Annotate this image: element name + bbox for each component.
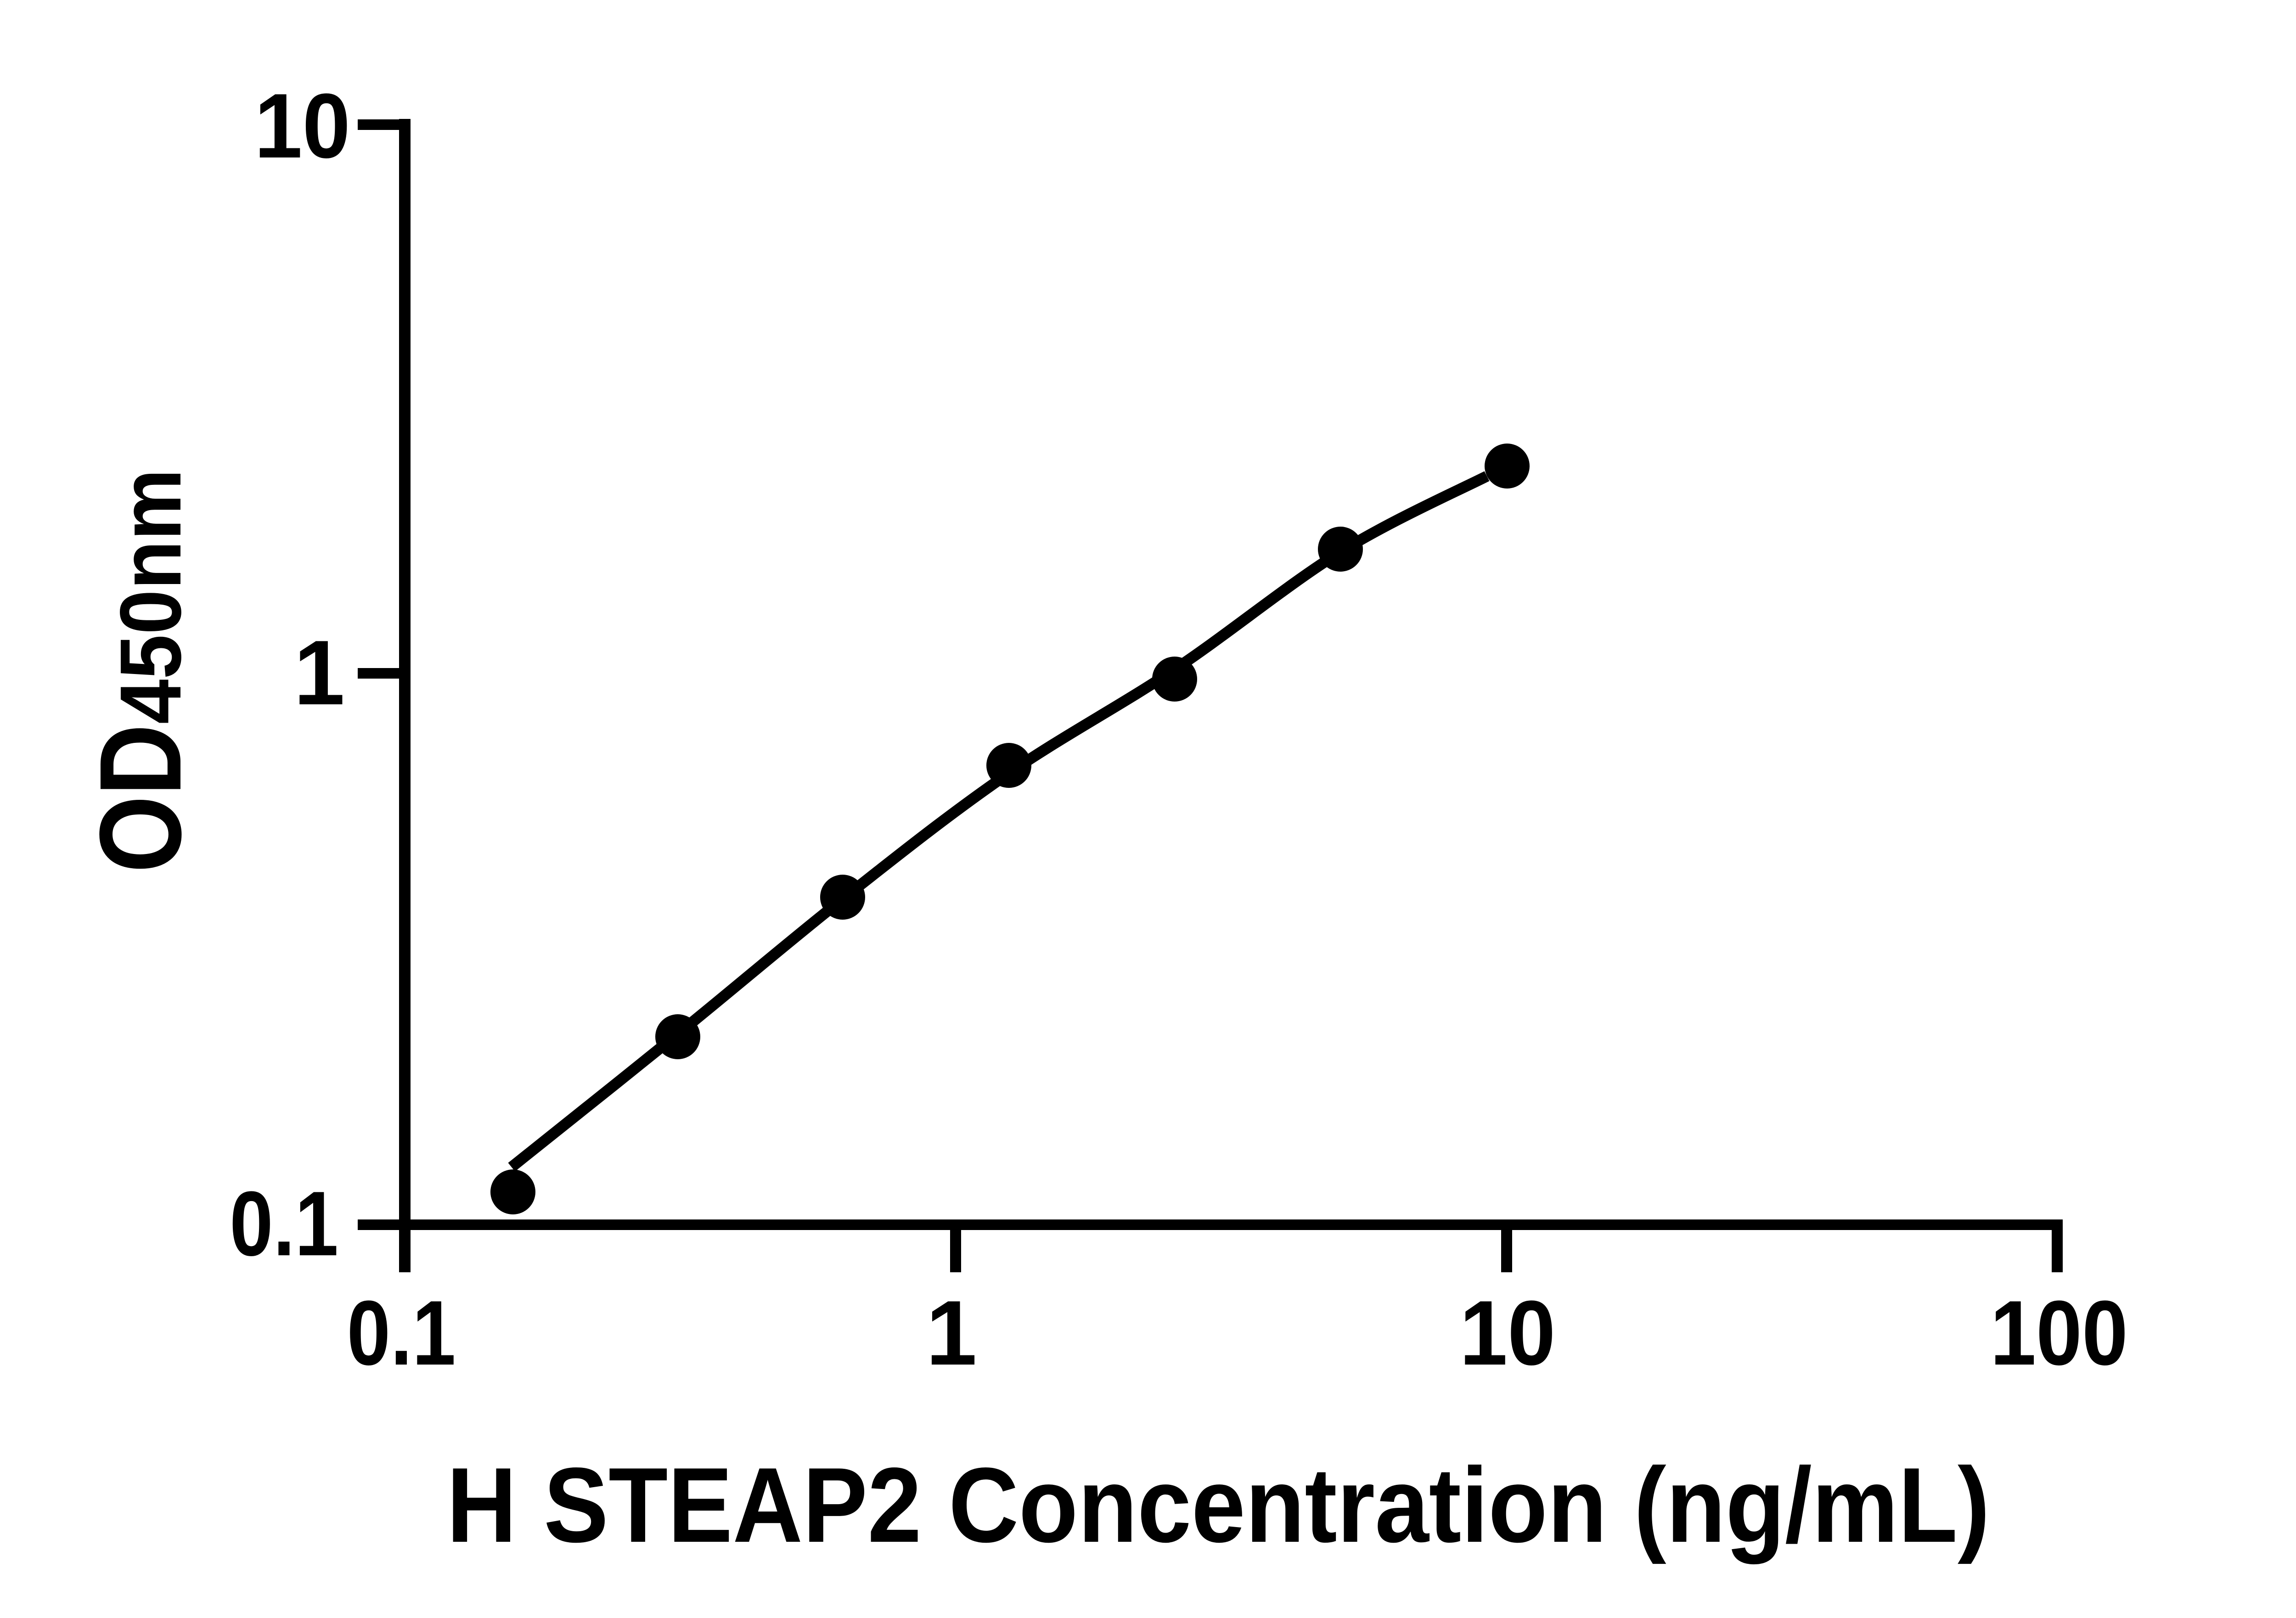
svg-text:100: 100 [1990, 1282, 2128, 1384]
svg-text:0.1: 0.1 [230, 1173, 338, 1275]
svg-text:10: 10 [1460, 1282, 1556, 1384]
svg-text:450nm: 450nm [102, 469, 199, 724]
svg-text:10: 10 [254, 75, 350, 177]
svg-text:H STEAP2 Concentration (ng/mL): H STEAP2 Concentration (ng/mL) [447, 1446, 1990, 1565]
svg-text:1: 1 [294, 622, 345, 724]
svg-text:OD: OD [75, 724, 205, 873]
svg-text:1: 1 [926, 1282, 977, 1384]
svg-text:0.1: 0.1 [347, 1282, 456, 1384]
